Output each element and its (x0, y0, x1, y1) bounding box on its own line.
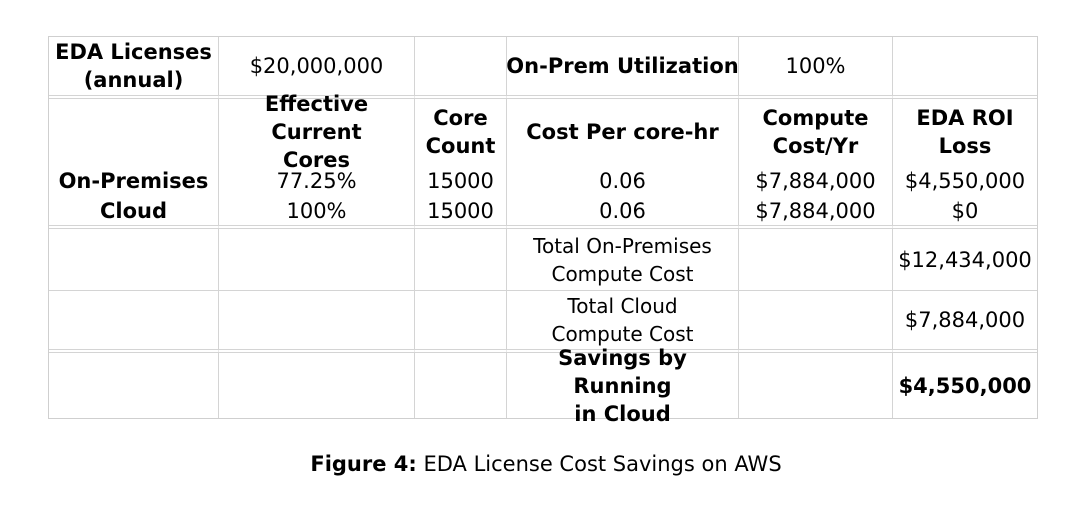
on-premises-core-count: 15000 (415, 165, 507, 197)
cloud-core-count: 15000 (415, 197, 507, 229)
empty-cell (415, 229, 507, 291)
empty-cell (219, 229, 415, 291)
empty-cell (49, 291, 219, 353)
figure-caption: Figure 4: EDA License Cost Savings on AW… (0, 448, 1092, 480)
header-core-count: Core Count (415, 99, 507, 165)
total-cloud-value: $7,884,000 (893, 291, 1037, 353)
savings-label: Savings by Running in Cloud (507, 346, 739, 426)
cloud-compute-cost: $7,884,000 (739, 197, 893, 229)
empty-cell (739, 229, 893, 291)
empty-cell (219, 291, 415, 353)
header-effective-cores: Effective Current Cores (219, 92, 415, 172)
on-premises-compute-cost: $7,884,000 (739, 165, 893, 197)
total-on-premises-value: $12,434,000 (893, 229, 1037, 291)
empty-cell (219, 353, 415, 418)
on-premises-cost-per-core-hr: 0.06 (507, 165, 739, 197)
empty-cell (49, 229, 219, 291)
cloud-roi-loss: $0 (893, 197, 1037, 229)
eda-licenses-label: EDA Licenses (annual) (49, 37, 219, 99)
empty-cell (49, 353, 219, 418)
utilization-label: On-Prem Utilization (506, 37, 739, 99)
eda-licenses-value: $20,000,000 (219, 37, 415, 99)
row-label-cloud: Cloud (49, 197, 219, 229)
figure-caption-prefix: Figure 4: (310, 452, 417, 476)
header-blank (49, 99, 219, 165)
cloud-cost-per-core-hr: 0.06 (507, 197, 739, 229)
row-label-on-premises: On-Premises (49, 165, 219, 197)
empty-cell (893, 37, 1037, 99)
empty-cell (415, 37, 507, 99)
utilization-value: 100% (739, 37, 893, 99)
header-cost-per-core-hr: Cost Per core-hr (507, 99, 739, 165)
on-premises-effective-cores: 77.25% (219, 165, 415, 197)
cost-savings-table: EDA Licenses (annual) $20,000,000 On-Pre… (48, 36, 1038, 426)
empty-cell (415, 291, 507, 353)
empty-cell (739, 353, 893, 418)
header-eda-roi-loss: EDA ROI Loss (916, 106, 1014, 158)
total-on-premises-label: Total On-Premises Compute Cost (507, 229, 739, 291)
on-premises-roi-loss: $4,550,000 (904, 169, 1026, 193)
empty-cell (739, 291, 893, 353)
savings-value: $4,550,000 (898, 373, 1032, 398)
cloud-effective-cores: 100% (219, 197, 415, 229)
empty-cell (415, 353, 507, 418)
figure-caption-text: EDA License Cost Savings on AWS (416, 452, 782, 476)
header-compute-cost: Compute Cost/Yr (739, 99, 893, 165)
total-cloud-label: Total Cloud Compute Cost (507, 291, 739, 353)
